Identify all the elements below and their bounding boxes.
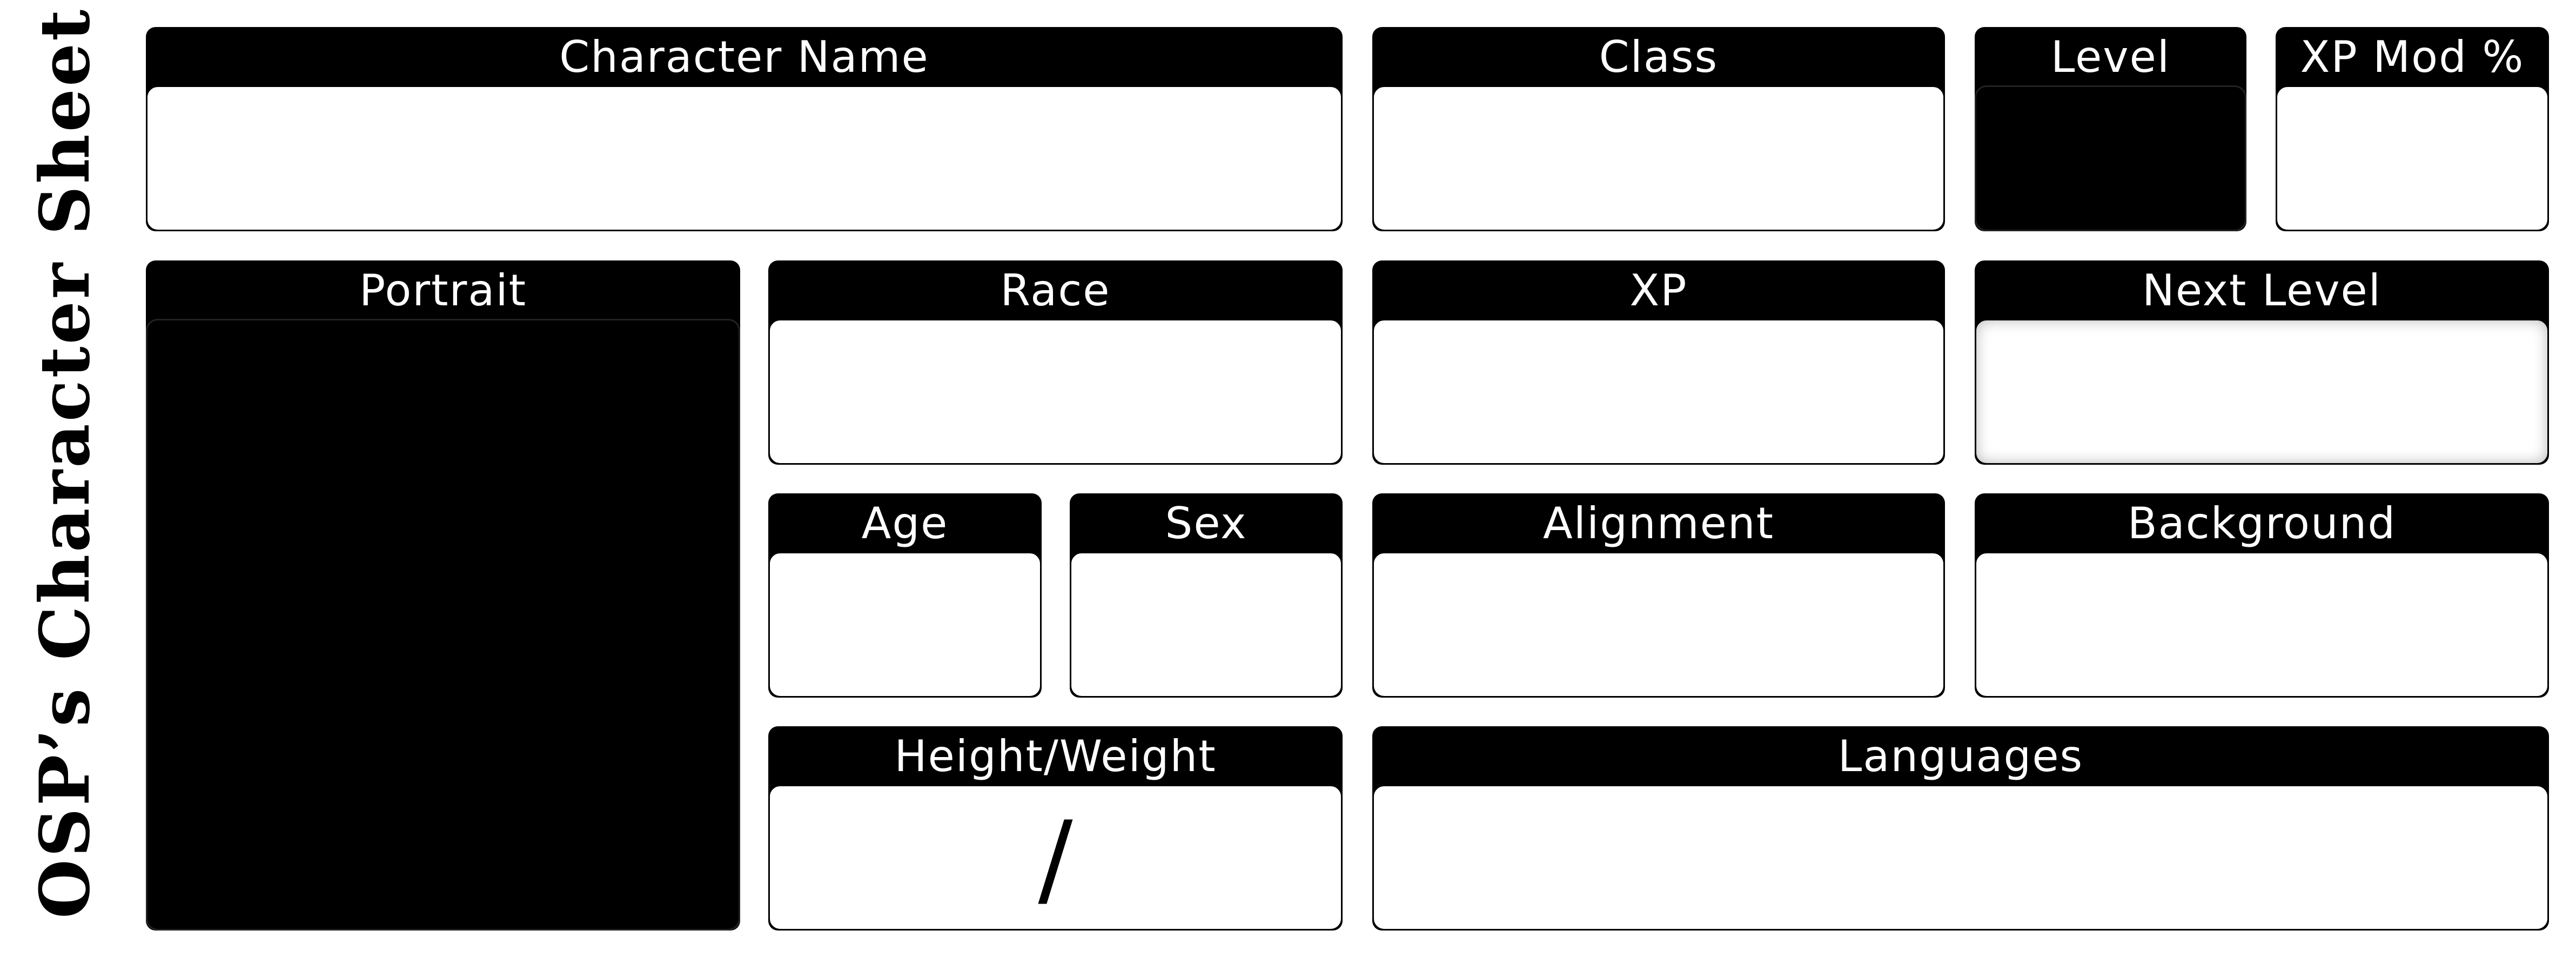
alignment-label: Alignment xyxy=(1543,498,1774,548)
age-input[interactable] xyxy=(768,552,1042,698)
race-label: Race xyxy=(1000,265,1111,316)
xp-input[interactable] xyxy=(1372,319,1945,465)
height-weight-field: Height/Weight / xyxy=(768,726,1343,931)
character-name-field: Character Name xyxy=(146,27,1343,231)
alignment-field: Alignment xyxy=(1372,493,1945,698)
age-field: Age xyxy=(768,493,1042,698)
portrait-label: Portrait xyxy=(359,265,527,316)
sex-input[interactable] xyxy=(1070,552,1343,698)
languages-label: Languages xyxy=(1837,731,2084,781)
languages-field: Languages xyxy=(1372,726,2549,931)
sheet-title: OSP’s Character Sheet v1.0 xyxy=(25,0,105,919)
class-label: Class xyxy=(1599,32,1719,82)
sex-field: Sex xyxy=(1070,493,1343,698)
race-input[interactable] xyxy=(768,319,1343,465)
xp-field: XP xyxy=(1372,260,1945,465)
portrait-field: Portrait xyxy=(146,260,740,931)
level-label: Level xyxy=(2050,32,2171,82)
level-field: Level xyxy=(1975,27,2246,231)
alignment-input[interactable] xyxy=(1372,552,1945,698)
height-weight-label: Height/Weight xyxy=(894,731,1217,781)
next-level-field: Next Level xyxy=(1975,260,2549,465)
portrait-area[interactable] xyxy=(146,319,740,931)
next-level-input[interactable] xyxy=(1975,319,2549,465)
level-input[interactable] xyxy=(1975,85,2246,231)
character-name-input[interactable] xyxy=(146,85,1343,231)
class-field: Class xyxy=(1372,27,1945,231)
character-name-label: Character Name xyxy=(559,32,929,82)
xp-mod-label: XP Mod % xyxy=(2300,32,2525,82)
xp-label: XP xyxy=(1629,265,1688,316)
xp-mod-input[interactable] xyxy=(2276,85,2549,231)
xp-mod-field: XP Mod % xyxy=(2276,27,2549,231)
background-input[interactable] xyxy=(1975,552,2549,698)
sex-label: Sex xyxy=(1165,498,1247,548)
height-weight-input[interactable]: / xyxy=(768,785,1343,931)
background-label: Background xyxy=(2127,498,2397,548)
languages-input[interactable] xyxy=(1372,785,2549,931)
race-field: Race xyxy=(768,260,1343,465)
age-label: Age xyxy=(861,498,949,548)
next-level-label: Next Level xyxy=(2142,265,2382,316)
class-input[interactable] xyxy=(1372,85,1945,231)
background-field: Background xyxy=(1975,493,2549,698)
height-weight-separator: / xyxy=(1038,799,1073,919)
